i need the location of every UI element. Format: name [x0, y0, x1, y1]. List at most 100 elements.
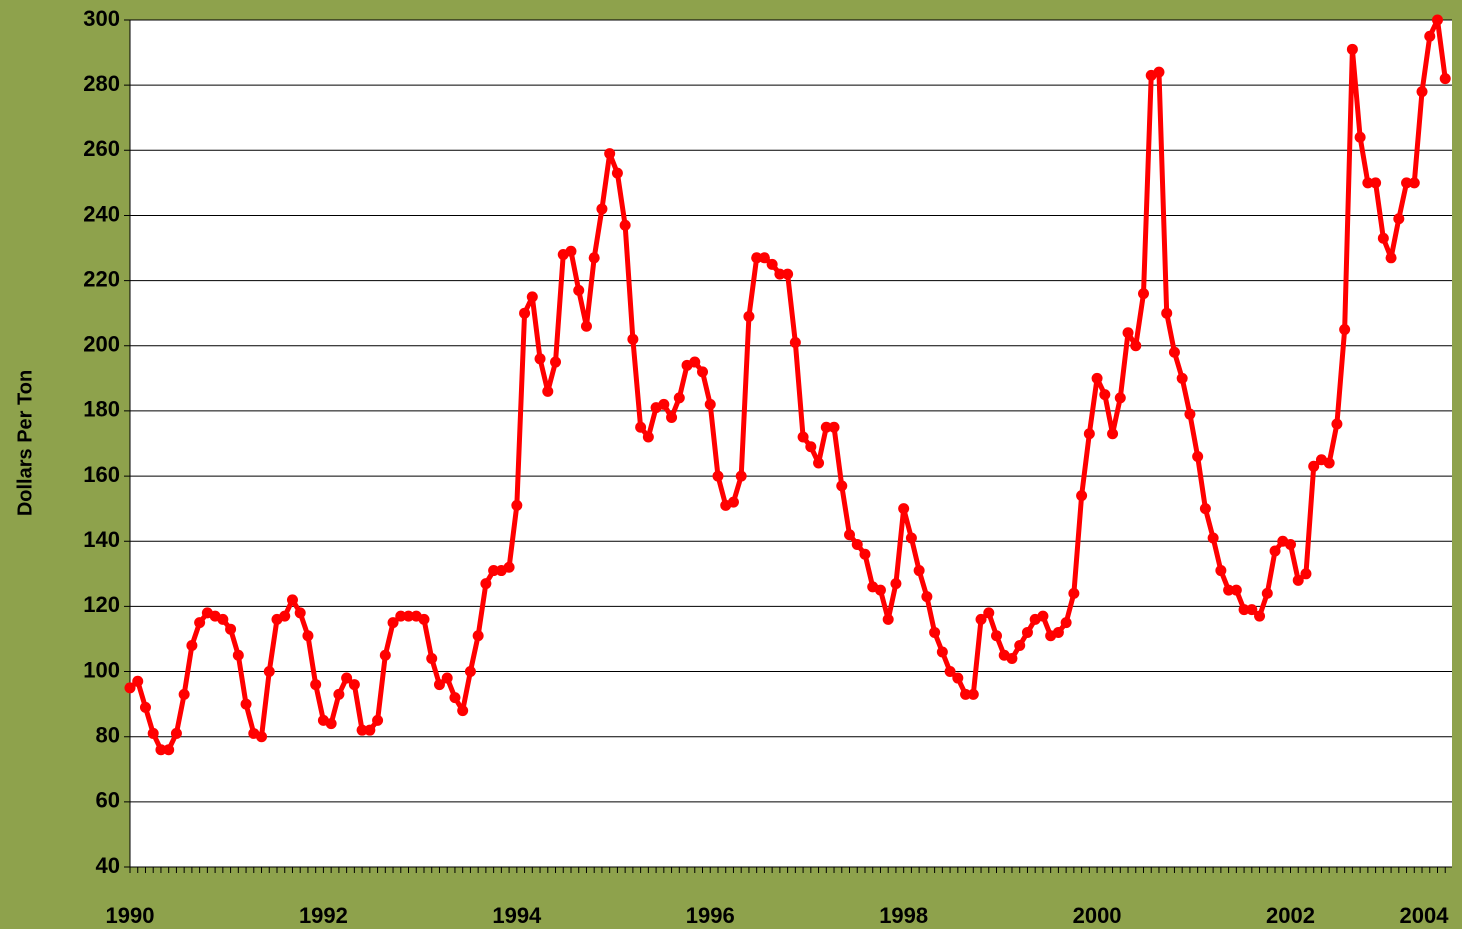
- data-point: [859, 548, 871, 560]
- data-point: [1339, 323, 1351, 335]
- plot-area: [130, 20, 1452, 867]
- data-point: [1192, 451, 1204, 463]
- data-point: [333, 688, 345, 700]
- data-point: [1292, 574, 1304, 586]
- data-point: [967, 688, 979, 700]
- data-point: [511, 499, 523, 511]
- data-point: [503, 561, 515, 573]
- data-point: [782, 268, 794, 280]
- data-point: [874, 584, 886, 596]
- data-point: [472, 630, 484, 642]
- data-point: [1254, 610, 1266, 622]
- data-point: [813, 457, 825, 469]
- data-point: [124, 682, 136, 694]
- data-point: [147, 727, 159, 739]
- data-point: [797, 431, 809, 443]
- data-point: [441, 672, 453, 684]
- data-point: [1377, 232, 1389, 244]
- data-point: [1176, 372, 1188, 384]
- data-point: [526, 291, 538, 303]
- data-point: [743, 310, 755, 322]
- data-point: [225, 623, 237, 635]
- data-point: [170, 727, 182, 739]
- data-point: [960, 688, 972, 700]
- y-tick-label: 60: [96, 788, 120, 813]
- data-point: [1393, 213, 1405, 225]
- data-point: [387, 617, 399, 629]
- data-point: [449, 692, 461, 704]
- data-point: [735, 470, 747, 482]
- data-point: [232, 649, 244, 661]
- data-point: [913, 565, 925, 577]
- data-point: [805, 441, 817, 453]
- data-point: [1161, 307, 1173, 319]
- data-point: [542, 385, 554, 397]
- y-tick-label: 100: [83, 657, 120, 682]
- data-point: [766, 258, 778, 270]
- data-point: [186, 639, 198, 651]
- data-point: [1215, 565, 1227, 577]
- data-point: [619, 219, 631, 231]
- data-point: [727, 496, 739, 508]
- data-point: [341, 672, 353, 684]
- data-point: [1199, 503, 1211, 515]
- data-point: [1238, 604, 1250, 616]
- data-point: [1107, 428, 1119, 440]
- data-point: [975, 613, 987, 625]
- data-point: [882, 613, 894, 625]
- y-tick-label: 260: [83, 136, 120, 161]
- data-point: [263, 666, 275, 678]
- data-point: [1416, 86, 1428, 98]
- data-point: [178, 688, 190, 700]
- data-point: [658, 398, 670, 410]
- data-point: [132, 675, 144, 687]
- data-point: [704, 398, 716, 410]
- data-point: [1230, 584, 1242, 596]
- data-point: [1006, 653, 1018, 665]
- data-point: [217, 613, 229, 625]
- data-point: [611, 167, 623, 179]
- data-point: [550, 356, 562, 368]
- data-point: [673, 392, 685, 404]
- data-point: [464, 666, 476, 678]
- data-point: [844, 529, 856, 541]
- data-point: [194, 617, 206, 629]
- data-point: [1184, 408, 1196, 420]
- x-tick-label: 1992: [299, 903, 348, 928]
- data-point: [820, 421, 832, 433]
- data-point: [302, 630, 314, 642]
- data-point: [279, 610, 291, 622]
- y-tick-label: 220: [83, 266, 120, 291]
- data-point: [851, 538, 863, 550]
- data-point: [836, 480, 848, 492]
- x-tick-label: 1998: [879, 903, 928, 928]
- x-tick-label: 2000: [1073, 903, 1122, 928]
- data-point: [1439, 73, 1451, 85]
- data-point: [1431, 14, 1443, 26]
- data-point: [286, 594, 298, 606]
- data-point: [418, 613, 430, 625]
- data-point: [1122, 327, 1134, 339]
- data-point: [155, 744, 167, 756]
- data-point: [604, 148, 616, 160]
- y-tick-label: 80: [96, 723, 120, 748]
- data-point: [1021, 626, 1033, 638]
- data-point: [1308, 460, 1320, 472]
- data-point: [1362, 177, 1374, 189]
- y-tick-label: 300: [83, 6, 120, 31]
- y-tick-label: 180: [83, 397, 120, 422]
- data-point: [395, 610, 407, 622]
- data-point: [991, 630, 1003, 642]
- data-point: [1083, 428, 1095, 440]
- data-point: [356, 724, 368, 736]
- data-point: [596, 203, 608, 215]
- x-tick-label: 2002: [1266, 903, 1315, 928]
- data-point: [689, 356, 701, 368]
- data-point: [1114, 392, 1126, 404]
- data-point: [774, 268, 786, 280]
- data-point: [1424, 30, 1436, 42]
- data-point: [944, 666, 956, 678]
- data-point: [983, 607, 995, 619]
- y-tick-label: 240: [83, 201, 120, 226]
